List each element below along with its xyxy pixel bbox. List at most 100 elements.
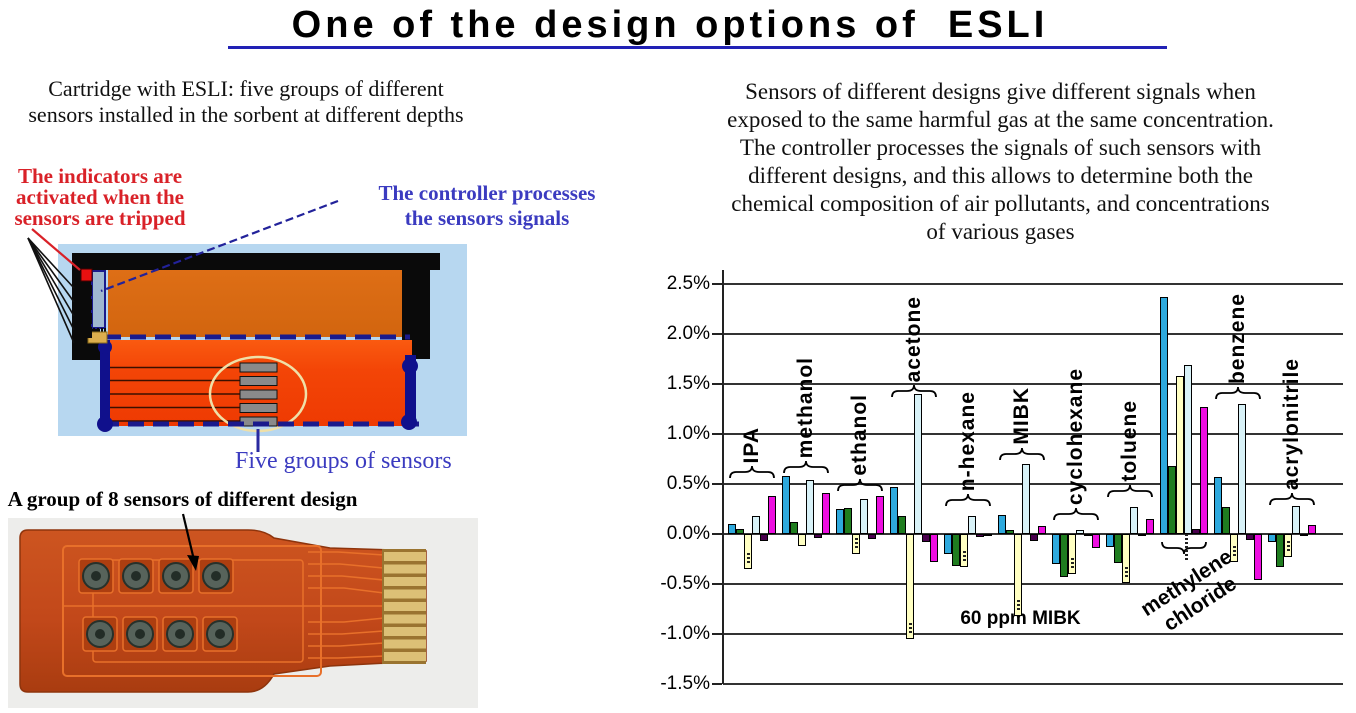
slide-title: One of the design options of ESLI xyxy=(291,4,1049,46)
gridline xyxy=(723,333,1343,335)
bar-toluene-s2 xyxy=(1114,534,1122,563)
y-axis-tick xyxy=(712,583,722,585)
category-brace xyxy=(837,478,883,492)
category-label-IPA: IPA xyxy=(740,426,763,463)
bar-IPA-s6 xyxy=(768,496,776,534)
controller-annotation: The controller processes the sensors sig… xyxy=(378,181,596,230)
category-brace xyxy=(999,447,1045,461)
bar-cyclohexane-s1 xyxy=(1052,534,1060,564)
gridline xyxy=(723,683,1343,685)
bar-tiny-label xyxy=(746,553,750,565)
sensor-elements xyxy=(78,558,238,652)
right-clamp xyxy=(401,355,418,430)
category-label-MIBK: MIBK xyxy=(1010,387,1033,445)
y-axis-label: -0.5% xyxy=(660,573,710,594)
bar-acrylonitrile-s4 xyxy=(1292,506,1300,534)
bar-n-hexane-s6 xyxy=(984,534,992,536)
category-label-n-hexane: n-hexane xyxy=(956,390,979,491)
indicator-red xyxy=(80,268,93,282)
bar-benzene-s2 xyxy=(1222,507,1230,534)
bar-cyclohexane-s4 xyxy=(1076,530,1084,534)
bar-ethanol-s4 xyxy=(860,499,868,534)
y-axis-tick xyxy=(712,683,722,685)
y-axis-tick xyxy=(712,633,722,635)
bar-toluene-s1 xyxy=(1106,534,1114,547)
bar-benzene-s1 xyxy=(1214,477,1222,534)
group8-label: A group of 8 sensors of different design xyxy=(7,487,358,511)
bar-methanol-s1 xyxy=(782,476,790,534)
category-brace xyxy=(783,460,829,474)
gridline xyxy=(723,483,1343,485)
bar-acrylonitrile-s1 xyxy=(1268,534,1276,542)
bar-acrylonitrile-s6 xyxy=(1308,525,1316,534)
y-axis-tick xyxy=(712,383,722,385)
category-brace xyxy=(1053,507,1099,521)
bar-n-hexane-s1 xyxy=(944,534,952,554)
sensor-group-photo xyxy=(8,518,478,708)
bar-acrylonitrile-s5 xyxy=(1300,534,1308,536)
bar-IPA-s5 xyxy=(760,534,768,541)
y-axis-label: 2.0% xyxy=(666,323,710,344)
bar-acrylonitrile-s2 xyxy=(1276,534,1284,567)
bar-methylene-chloride-s2 xyxy=(1168,466,1176,534)
bar-tiny-label xyxy=(908,623,912,635)
bar-benzene-s6 xyxy=(1254,534,1262,580)
y-axis-tick xyxy=(712,533,722,535)
five-groups-label: Five groups of sensors xyxy=(235,448,452,474)
bar-ethanol-s6 xyxy=(876,496,884,534)
bar-toluene-s3 xyxy=(1122,534,1130,583)
bar-toluene-s4 xyxy=(1130,507,1138,534)
bar-tiny-label xyxy=(1016,600,1020,612)
bar-acetone-s1 xyxy=(890,487,898,534)
bar-methanol-s5 xyxy=(814,534,822,538)
left-clamp xyxy=(97,340,113,432)
bar-acetone-s4 xyxy=(914,394,922,534)
bar-acetone-s2 xyxy=(898,516,906,534)
y-axis-label: 1.0% xyxy=(666,423,710,444)
pcb-trace-fan xyxy=(308,551,385,659)
y-axis-label: 1.5% xyxy=(666,373,710,394)
bar-benzene-s4 xyxy=(1238,404,1246,534)
pcb-gold-fingers xyxy=(382,549,426,664)
bar-MIBK-s5 xyxy=(1030,534,1038,541)
y-axis-label: 0.5% xyxy=(666,473,710,494)
bar-methylene-chloride-s1 xyxy=(1160,297,1168,534)
bar-tiny-label xyxy=(854,538,858,550)
bar-IPA-s4 xyxy=(752,516,760,534)
gridline xyxy=(723,633,1343,635)
sensors-description: Sensors of different designs give differ… xyxy=(727,79,1274,244)
category-brace xyxy=(945,493,991,507)
bar-methylene-chloride-s3 xyxy=(1176,376,1184,534)
bar-tiny-label xyxy=(1070,558,1074,570)
bar-tiny-label xyxy=(1232,546,1236,558)
bar-cyclohexane-s6 xyxy=(1092,534,1100,548)
category-label-acetone: acetone xyxy=(902,295,925,382)
bar-methylene-chloride-s5 xyxy=(1192,529,1200,534)
bar-IPA-s2 xyxy=(736,529,744,534)
y-axis-tick xyxy=(712,433,722,435)
indicator-leds xyxy=(82,285,92,338)
bar-n-hexane-s3 xyxy=(960,534,968,567)
category-brace xyxy=(1107,484,1153,498)
y-axis-label: -1.0% xyxy=(660,623,710,644)
bar-ethanol-s1 xyxy=(836,509,844,534)
category-label-toluene: toluene xyxy=(1118,400,1141,482)
bar-MIBK-s6 xyxy=(1038,526,1046,534)
cartridge-caption: Cartridge with ESLI: five groups of diff… xyxy=(28,76,464,127)
category-label-benzene: benzene xyxy=(1226,292,1249,384)
bar-n-hexane-s2 xyxy=(952,534,960,566)
gridline xyxy=(723,583,1343,585)
category-label-cyclohexane: cyclohexane xyxy=(1064,367,1087,505)
bar-IPA-s3 xyxy=(744,534,752,569)
bar-methylene-chloride-s6 xyxy=(1200,407,1208,534)
bar-IPA-s1 xyxy=(728,524,736,534)
category-brace xyxy=(1161,541,1207,555)
category-label-acrylonitrile: acrylonitrile xyxy=(1280,357,1303,490)
bar-toluene-s5 xyxy=(1138,534,1146,536)
bar-tiny-label xyxy=(1124,567,1128,579)
bar-tiny-label xyxy=(1286,541,1290,553)
y-axis-label: -1.5% xyxy=(660,673,710,694)
bar-tiny-label xyxy=(1185,534,1188,560)
